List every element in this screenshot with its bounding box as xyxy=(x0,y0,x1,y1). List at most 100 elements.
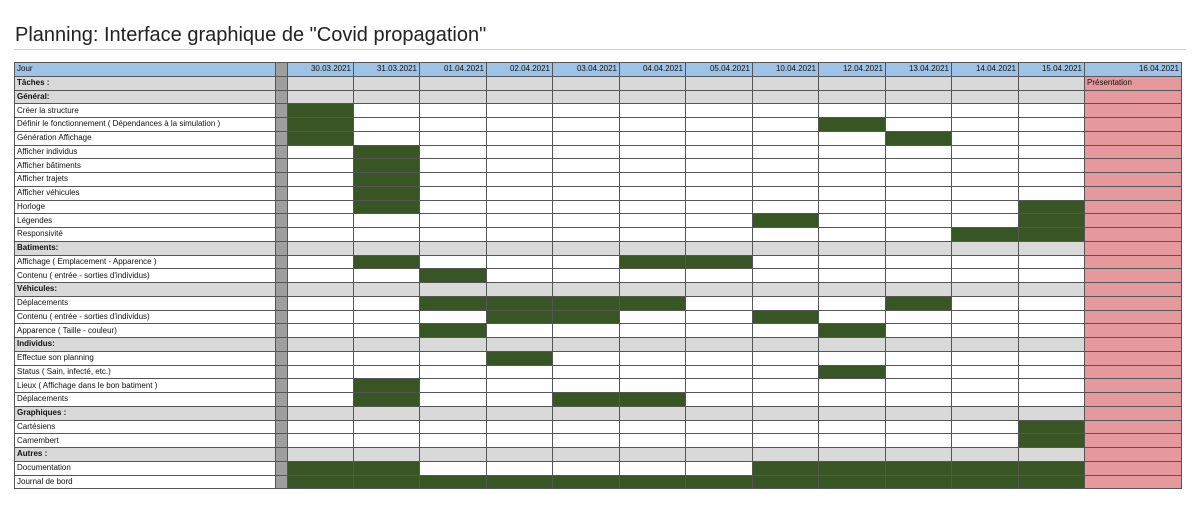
day-cell[interactable] xyxy=(685,337,753,352)
day-cell[interactable] xyxy=(951,199,1019,215)
day-cell[interactable] xyxy=(486,419,553,435)
day-cell[interactable] xyxy=(752,364,819,380)
day-cell[interactable] xyxy=(419,75,487,91)
section-label-cell[interactable]: Autres : xyxy=(14,447,276,462)
scheduled-cell[interactable] xyxy=(486,295,553,311)
day-cell[interactable] xyxy=(552,227,620,242)
day-cell[interactable] xyxy=(752,144,819,160)
presentation-cell[interactable] xyxy=(1084,144,1182,160)
day-cell[interactable] xyxy=(752,323,819,338)
day-cell[interactable] xyxy=(353,227,420,242)
separator-cell[interactable] xyxy=(275,309,288,325)
day-cell[interactable] xyxy=(752,433,819,448)
day-cell[interactable] xyxy=(685,227,753,242)
day-cell[interactable] xyxy=(685,323,753,338)
day-cell[interactable] xyxy=(353,89,420,105)
scheduled-cell[interactable] xyxy=(287,474,354,490)
day-cell[interactable] xyxy=(1018,295,1085,311)
day-cell[interactable] xyxy=(287,405,354,421)
day-cell[interactable] xyxy=(818,144,886,160)
scheduled-cell[interactable] xyxy=(951,474,1019,490)
scheduled-cell[interactable] xyxy=(419,295,487,311)
day-cell[interactable] xyxy=(1018,185,1085,201)
day-cell[interactable] xyxy=(486,172,553,187)
task-label-cell[interactable]: Afficher trajets xyxy=(14,172,276,187)
separator-cell[interactable] xyxy=(275,103,288,118)
day-cell[interactable] xyxy=(1018,282,1085,297)
day-cell[interactable] xyxy=(818,268,886,283)
date-header-cell[interactable]: 14.04.2021 xyxy=(951,62,1019,77)
day-cell[interactable] xyxy=(419,89,487,105)
scheduled-cell[interactable] xyxy=(752,309,819,325)
scheduled-cell[interactable] xyxy=(818,323,886,338)
scheduled-cell[interactable] xyxy=(552,295,620,311)
scheduled-cell[interactable] xyxy=(951,460,1019,476)
presentation-cell[interactable] xyxy=(1084,447,1182,462)
day-cell[interactable] xyxy=(951,282,1019,297)
scheduled-cell[interactable] xyxy=(818,117,886,132)
day-cell[interactable] xyxy=(287,268,354,283)
scheduled-cell[interactable] xyxy=(353,158,420,173)
presentation-cell[interactable] xyxy=(1084,309,1182,325)
day-cell[interactable] xyxy=(951,130,1019,146)
separator-cell[interactable] xyxy=(275,89,288,105)
day-cell[interactable] xyxy=(419,185,487,201)
day-cell[interactable] xyxy=(752,392,819,407)
day-cell[interactable] xyxy=(685,89,753,105)
day-cell[interactable] xyxy=(885,103,952,118)
day-cell[interactable] xyxy=(486,378,553,393)
day-cell[interactable] xyxy=(619,282,686,297)
separator-cell[interactable] xyxy=(275,254,288,270)
day-cell[interactable] xyxy=(287,254,354,270)
day-cell[interactable] xyxy=(885,158,952,173)
task-label-cell[interactable]: Status ( Sain, infecté, etc.) xyxy=(14,364,276,380)
day-cell[interactable] xyxy=(353,240,420,256)
day-cell[interactable] xyxy=(287,350,354,366)
section-label-cell[interactable]: Tâches : xyxy=(14,75,276,91)
day-cell[interactable] xyxy=(619,350,686,366)
day-cell[interactable] xyxy=(951,323,1019,338)
day-cell[interactable] xyxy=(287,75,354,91)
day-cell[interactable] xyxy=(1018,364,1085,380)
day-cell[interactable] xyxy=(353,447,420,462)
day-cell[interactable] xyxy=(486,405,553,421)
task-label-cell[interactable]: Apparence ( Taille - couleur) xyxy=(14,323,276,338)
day-cell[interactable] xyxy=(685,364,753,380)
day-cell[interactable] xyxy=(951,158,1019,173)
day-cell[interactable] xyxy=(552,75,620,91)
day-cell[interactable] xyxy=(752,89,819,105)
task-label-cell[interactable]: Déplacements xyxy=(14,295,276,311)
scheduled-cell[interactable] xyxy=(752,213,819,228)
day-cell[interactable] xyxy=(287,378,354,393)
day-cell[interactable] xyxy=(619,337,686,352)
scheduled-cell[interactable] xyxy=(885,295,952,311)
separator-cell[interactable] xyxy=(275,268,288,283)
day-cell[interactable] xyxy=(818,433,886,448)
day-cell[interactable] xyxy=(287,282,354,297)
scheduled-cell[interactable] xyxy=(885,474,952,490)
day-cell[interactable] xyxy=(951,337,1019,352)
separator-cell[interactable] xyxy=(275,117,288,132)
day-cell[interactable] xyxy=(885,268,952,283)
day-cell[interactable] xyxy=(619,172,686,187)
day-cell[interactable] xyxy=(619,309,686,325)
separator-cell[interactable] xyxy=(275,158,288,173)
day-cell[interactable] xyxy=(951,350,1019,366)
scheduled-cell[interactable] xyxy=(552,474,620,490)
day-cell[interactable] xyxy=(951,103,1019,118)
day-cell[interactable] xyxy=(287,158,354,173)
scheduled-cell[interactable] xyxy=(486,309,553,325)
day-cell[interactable] xyxy=(1018,337,1085,352)
date-header-cell[interactable]: 30.03.2021 xyxy=(287,62,354,77)
day-cell[interactable] xyxy=(552,185,620,201)
task-label-cell[interactable]: Afficher individus xyxy=(14,144,276,160)
day-cell[interactable] xyxy=(353,364,420,380)
day-cell[interactable] xyxy=(1018,323,1085,338)
day-cell[interactable] xyxy=(619,75,686,91)
day-cell[interactable] xyxy=(287,447,354,462)
day-cell[interactable] xyxy=(685,185,753,201)
day-cell[interactable] xyxy=(951,392,1019,407)
scheduled-cell[interactable] xyxy=(419,474,487,490)
day-cell[interactable] xyxy=(287,213,354,228)
task-label-cell[interactable]: Cartésiens xyxy=(14,419,276,435)
